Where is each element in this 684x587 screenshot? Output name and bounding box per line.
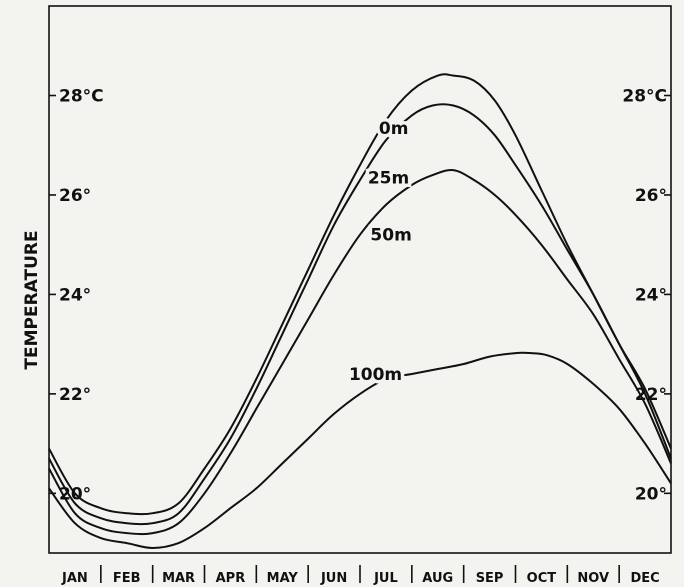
- month-label: JAN: [61, 571, 88, 586]
- series-labels: 0m 25m 50m 100m: [345, 115, 415, 388]
- month-label: JUL: [373, 571, 398, 586]
- month-label: AUG: [422, 571, 453, 586]
- series-label-25m: 25m: [368, 169, 409, 189]
- month-label: DEC: [630, 571, 659, 586]
- month-label: APR: [216, 571, 246, 586]
- month-label: JUN: [320, 571, 347, 586]
- month-label: MAR: [162, 571, 195, 586]
- y-tick-label-left: 28°C: [59, 87, 104, 107]
- y-tick-label-right: 20°: [635, 484, 667, 504]
- month-label: NOV: [577, 571, 609, 586]
- y-tick-label-left: 24°: [59, 285, 91, 305]
- month-label: FEB: [113, 571, 141, 586]
- series-lines: [48, 73, 672, 549]
- series-line-0m: [48, 73, 672, 516]
- y-tick-label-right: 24°: [635, 285, 667, 305]
- series-label-50m: 50m: [370, 226, 411, 246]
- y-tick-label-left: 26°: [59, 186, 91, 206]
- y-tick-label-left: 22°: [59, 385, 91, 405]
- month-labels: JAN FEB MAR APR MAY JUN JUL AUG SEP OCT NOV DEC: [61, 565, 660, 586]
- y-axis-title: TEMPERATURE: [22, 230, 42, 369]
- series-line-100m: [48, 351, 672, 549]
- y-tick-label-right: 28°C: [622, 87, 667, 107]
- month-label: OCT: [527, 571, 557, 586]
- plot-frame: [48, 5, 672, 554]
- month-label: SEP: [476, 571, 504, 586]
- month-label: MAY: [267, 571, 299, 586]
- series-label-100m: 100m: [349, 365, 402, 385]
- y-tick-label-right: 26°: [635, 186, 667, 206]
- series-label-0m: 0m: [379, 119, 409, 139]
- series-line-25m: [48, 103, 672, 526]
- series-line-50m: [48, 168, 672, 536]
- y-ticks: 28°C 28°C26° 26°24° 24°22° 22°20° 20°: [49, 87, 671, 504]
